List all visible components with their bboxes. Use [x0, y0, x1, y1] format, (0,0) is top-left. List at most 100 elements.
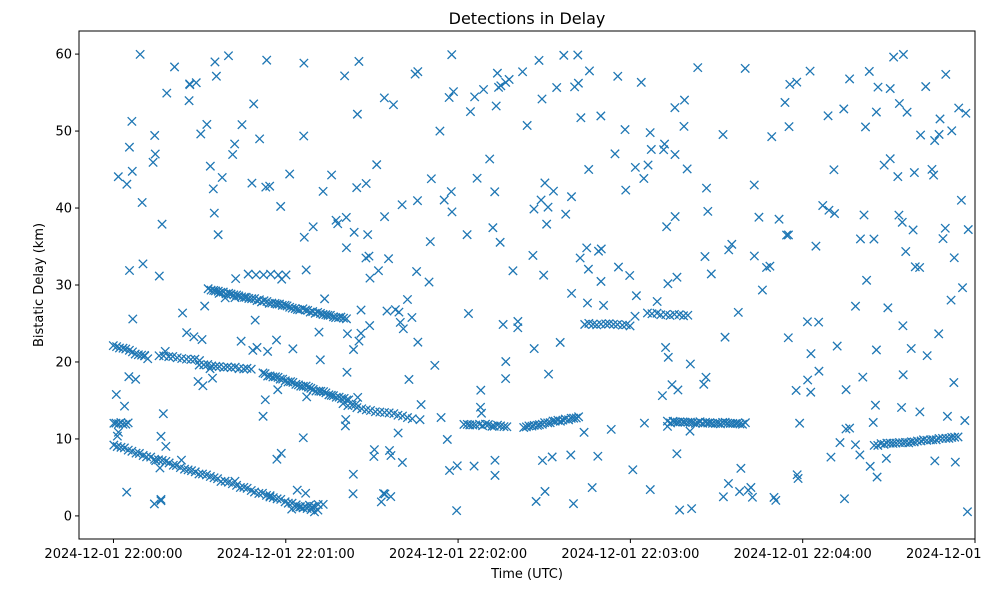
track-marker-302	[944, 433, 954, 444]
track-marker-126	[211, 361, 221, 371]
scatter-marker-415	[446, 186, 456, 197]
scatter-marker-682	[885, 154, 895, 164]
scatter-marker-622	[196, 129, 206, 139]
track-marker-194	[480, 419, 491, 429]
scatter-marker-720	[342, 329, 353, 339]
scatter-marker-483	[865, 461, 875, 471]
scatter-marker-514	[579, 427, 589, 437]
scatter-marker-371	[686, 503, 697, 514]
scatter-marker-509	[379, 93, 390, 103]
track-marker-98	[282, 301, 292, 311]
scatter-marker-724	[119, 401, 130, 411]
scatter-marker-380	[488, 223, 498, 233]
track-marker-219	[563, 415, 574, 425]
scatter-marker-629	[858, 372, 868, 382]
scatter-marker-736	[639, 418, 650, 428]
scatter-marker-455	[942, 411, 953, 422]
scatter-marker-442	[265, 492, 275, 502]
scatter-marker-571	[894, 98, 905, 109]
scatter-marker-382	[662, 421, 673, 432]
track-marker-156	[308, 384, 318, 395]
scatter-marker-349	[663, 279, 673, 289]
track-marker-110	[313, 307, 323, 318]
track-marker-233	[617, 320, 627, 330]
scatter-marker-370	[793, 473, 803, 484]
scatter-marker-587	[314, 327, 324, 337]
scatter-marker-470	[393, 428, 403, 438]
track-marker-78	[231, 290, 242, 300]
scatter-marker-686	[444, 92, 454, 103]
scatter-marker-341	[534, 55, 544, 66]
scatter-marker-454	[785, 79, 795, 90]
scatter-marker-753	[292, 485, 302, 495]
scatter-marker-573	[262, 55, 272, 65]
track-marker-235	[625, 321, 635, 331]
track-marker-39	[254, 488, 264, 499]
scatter-marker-369	[425, 236, 435, 247]
scatter-marker-749	[850, 301, 861, 311]
scatter-marker-650	[490, 455, 500, 465]
scatter-marker-492	[841, 385, 851, 395]
scatter-marker-425	[326, 170, 337, 180]
scatter-marker-646	[273, 385, 283, 395]
scatter-marker-610	[160, 346, 170, 357]
scatter-marker-746	[411, 266, 422, 277]
scatter-marker-407	[645, 127, 655, 138]
scatter-marker-357	[791, 385, 801, 396]
scatter-marker-592	[529, 204, 539, 214]
track-marker-305	[953, 432, 963, 442]
scatter-marker-674	[148, 157, 158, 167]
scatter-marker-367	[361, 178, 371, 189]
scatter-marker-624	[452, 461, 462, 471]
scatter-marker-669	[761, 262, 772, 273]
chart-title: Detections in Delay	[449, 9, 606, 28]
scatter-marker-356	[850, 440, 861, 450]
scatter-marker-578	[155, 463, 165, 473]
scatter-marker-688	[914, 262, 925, 273]
scatter-marker-730	[205, 364, 215, 374]
scatter-marker-352	[883, 303, 893, 313]
track-marker-95	[274, 299, 285, 309]
scatter-marker-528	[469, 92, 480, 102]
scatter-marker-486	[412, 196, 423, 206]
scatter-marker-675	[584, 164, 594, 175]
scatter-marker-734	[476, 385, 486, 395]
track-marker-12	[153, 455, 164, 465]
scatter-marker-586	[906, 343, 916, 354]
scatter-marker-443	[679, 121, 689, 132]
scatter-marker-400	[956, 195, 967, 205]
scatter-marker-413	[855, 450, 865, 460]
scatter-marker-651	[946, 295, 956, 305]
scatter-marker-404	[628, 465, 638, 475]
scatter-marker-614	[111, 389, 121, 400]
scatter-marker-595	[150, 130, 160, 141]
scatter-marker-742	[138, 259, 148, 269]
scatter-marker-721	[300, 488, 311, 498]
scatter-marker-386	[896, 402, 907, 413]
scatter-marker-481	[802, 375, 813, 385]
scatter-marker-738	[529, 343, 539, 354]
scatter-marker-347	[734, 486, 745, 497]
track-marker-184	[397, 411, 408, 421]
scatter-marker-363	[352, 109, 363, 119]
scatter-marker-421	[202, 119, 212, 130]
scatter-marker-745	[540, 178, 550, 188]
track-marker-136	[258, 368, 268, 378]
scatter-marker-491	[249, 99, 259, 109]
track-marker-58	[118, 343, 128, 353]
scatter-marker-643	[373, 266, 384, 276]
scatter-marker-557	[127, 116, 137, 127]
scatter-marker-406	[963, 224, 973, 235]
scatter-marker-755	[386, 491, 396, 502]
scatter-marker-601	[495, 237, 505, 247]
track-marker-159	[316, 386, 326, 396]
scatter-marker-690	[135, 49, 145, 60]
track-marker-60	[124, 345, 135, 355]
scatter-marker-463	[541, 219, 552, 229]
track-marker-294	[918, 435, 929, 445]
scatter-marker-461	[230, 292, 240, 303]
scatter-marker-752	[670, 149, 680, 160]
scatter-marker-418	[566, 288, 577, 299]
scatter-marker-679	[184, 96, 194, 106]
